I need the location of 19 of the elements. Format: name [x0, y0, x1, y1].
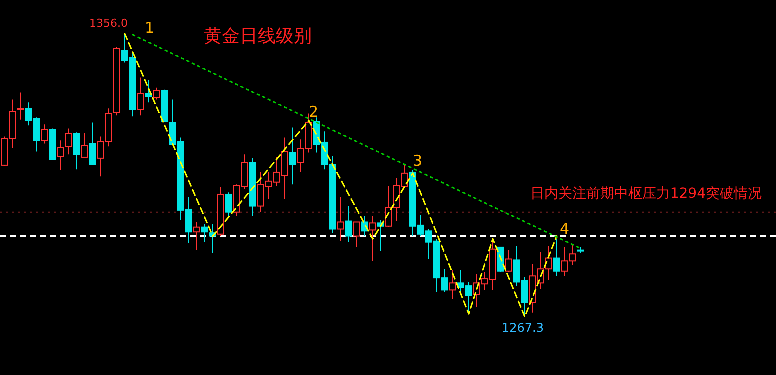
candlestick: [202, 224, 208, 243]
candlestick: [194, 222, 200, 251]
chart-title: 黄金日线级别: [204, 26, 312, 47]
candlestick: [370, 216, 376, 262]
annotation: 1: [145, 19, 155, 37]
candlestick: [450, 270, 456, 300]
annotation: 4: [560, 220, 570, 238]
candlestick: [18, 92, 24, 120]
candlestick: [58, 140, 64, 172]
candlestick: [138, 77, 144, 116]
candlestick: [290, 127, 296, 186]
annotation: 3: [413, 152, 423, 170]
annotation: 日内关注前期中枢压力1294突破情况: [530, 186, 762, 202]
candlestick: [42, 124, 48, 144]
text: 1356.0: [90, 17, 128, 30]
annotation: 2: [309, 103, 319, 121]
candlestick: [338, 196, 344, 242]
text: 1267.3: [502, 321, 544, 335]
candlestick: [346, 206, 352, 243]
